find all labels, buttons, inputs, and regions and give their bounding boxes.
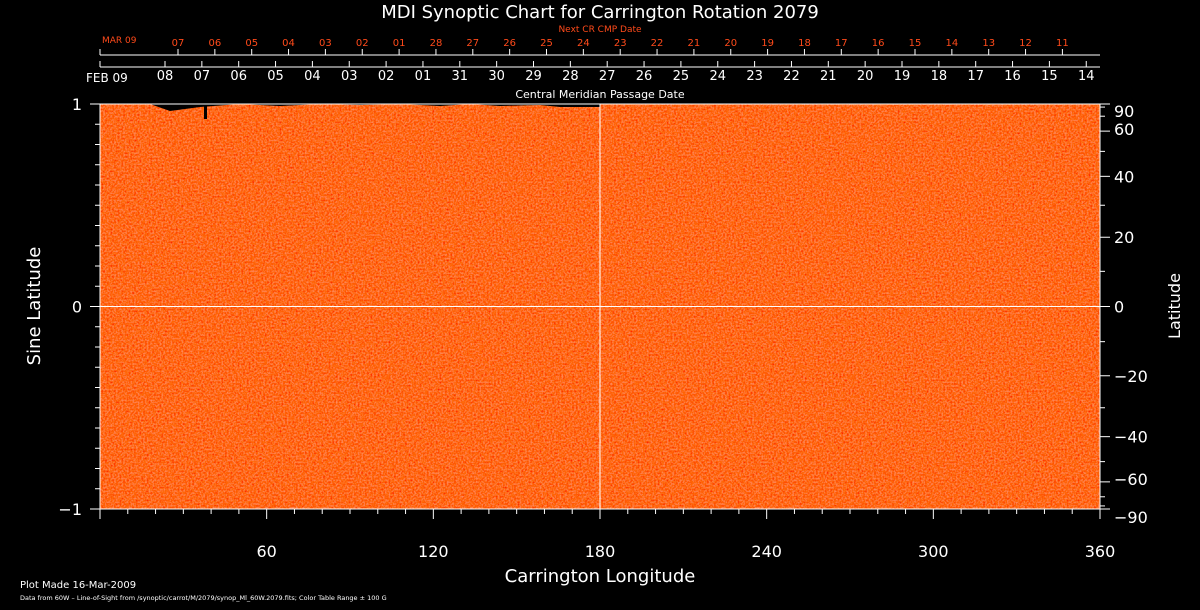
cmp-date-label: 31	[452, 69, 469, 84]
cmp-date-label: 15	[1041, 69, 1058, 84]
x-tick-label: 180	[585, 542, 616, 561]
cmp-date-label: 28	[562, 69, 579, 84]
next-cmp-date-label: 15	[909, 38, 922, 49]
next-cmp-date-label: 16	[872, 38, 885, 49]
next-cmp-date-label: 02	[356, 38, 369, 49]
next-cmp-date-label: 25	[540, 38, 553, 49]
chart-title: MDI Synoptic Chart for Carrington Rotati…	[381, 2, 819, 23]
next-cmp-date-label: 07	[172, 38, 185, 49]
cmp-month-label: FEB 09	[86, 71, 128, 85]
next-cmp-date-label: 26	[503, 38, 516, 49]
next-cmp-date-label: 05	[245, 38, 258, 49]
x-axis: 60 120 180 240 300 360	[99, 509, 1116, 561]
data-source-note: Data from 60W – Line-of-Sight from /syno…	[20, 594, 387, 602]
cmp-date-label: 06	[230, 69, 247, 84]
y-axis-left-label: Sine Latitude	[24, 247, 45, 366]
next-cmp-date-label: 19	[761, 38, 774, 49]
cmp-date-label: 21	[820, 69, 837, 84]
cmp-date-label: 19	[894, 69, 911, 84]
next-cmp-date-label: 24	[577, 38, 590, 49]
y-axis-left: −1 0 1	[58, 95, 100, 519]
x-tick-label: 360	[1085, 542, 1116, 561]
cmp-date-label: 05	[267, 69, 284, 84]
cmp-date-label: 20	[857, 69, 874, 84]
cmp-date-label: 29	[525, 69, 542, 84]
x-tick-label: 240	[751, 542, 782, 561]
cmp-date-label: 08	[157, 69, 174, 84]
cmp-date-label: 03	[341, 69, 358, 84]
cmp-date-label: 02	[378, 69, 395, 84]
cmp-date-label: 24	[709, 69, 726, 84]
y-right-tick-label: 90	[1114, 102, 1134, 121]
next-cmp-date-label: 20	[724, 38, 737, 49]
cmp-date-label: 01	[415, 69, 432, 84]
cmp-date-label: 27	[599, 69, 616, 84]
next-cmp-date-label: 21	[688, 38, 701, 49]
next-cmp-date-label: 18	[798, 38, 811, 49]
next-cmp-date-label: 11	[1056, 38, 1069, 49]
cmp-date-label: 16	[1004, 69, 1021, 84]
cmp-date-label: 17	[967, 69, 984, 84]
y-right-tick-label: −20	[1114, 367, 1148, 386]
next-cmp-date-label: 23	[614, 38, 627, 49]
x-tick-label: 300	[918, 542, 949, 561]
plot-made-note: Plot Made 16-Mar-2009	[20, 580, 137, 591]
cmp-axis: 08 07 06 05 04 03 02 01 31 30 29 28 27 26 25 24 23 22 21 20…	[99, 61, 1100, 84]
next-cmp-date-label: 22	[651, 38, 664, 49]
y-right-tick-label: −60	[1114, 470, 1148, 489]
cmp-date-label: 23	[746, 69, 763, 84]
next-cmp-date-label: 12	[1019, 38, 1032, 49]
y-right-tick-label: 0	[1114, 298, 1124, 317]
cmp-date-label: 30	[488, 69, 505, 84]
y-right-tick-label: −40	[1114, 428, 1148, 447]
cmp-date-label: 07	[194, 69, 211, 84]
next-cmp-date-label: 14	[945, 38, 958, 49]
next-cmp-axis: 07 06 05 04 03 02 01 28 27 26 25 24 23 22 21 20 19 18 17 16…	[99, 38, 1100, 56]
next-cmp-date-label: 27	[466, 38, 479, 49]
y-right-tick-label: 60	[1114, 120, 1134, 139]
cmp-date-label: 22	[783, 69, 800, 84]
next-cmp-month-label: MAR 09	[102, 36, 137, 46]
y-axis-right-label: Latitude	[1165, 273, 1184, 339]
next-cmp-date-label: 01	[393, 38, 406, 49]
next-cmp-date-label: 28	[430, 38, 443, 49]
y-right-tick-label: 20	[1114, 228, 1134, 247]
y-left-tick-label: −1	[58, 500, 82, 519]
y-right-tick-label: 40	[1114, 167, 1134, 186]
cmp-date-label: 25	[673, 69, 690, 84]
next-cmp-axis-label: Next CR CMP Date	[558, 25, 642, 35]
next-cmp-date-label: 03	[319, 38, 332, 49]
x-axis-label: Carrington Longitude	[505, 566, 696, 587]
next-cmp-date-label: 17	[835, 38, 848, 49]
next-cmp-date-label: 06	[208, 38, 221, 49]
next-cmp-date-label: 04	[282, 38, 295, 49]
x-tick-label: 60	[256, 542, 276, 561]
y-left-tick-label: 0	[72, 298, 82, 317]
y-left-tick-label: 1	[72, 95, 82, 114]
cmp-date-label: 14	[1078, 69, 1095, 84]
cmp-date-label: 18	[931, 69, 948, 84]
cmp-axis-label: Central Meridian Passage Date	[515, 88, 684, 101]
reference-lines	[100, 104, 1100, 509]
next-cmp-date-label: 13	[982, 38, 995, 49]
x-tick-label: 120	[418, 542, 449, 561]
cmp-date-label: 04	[304, 69, 321, 84]
cmp-date-label: 26	[636, 69, 653, 84]
y-right-tick-label: −90	[1114, 508, 1148, 527]
